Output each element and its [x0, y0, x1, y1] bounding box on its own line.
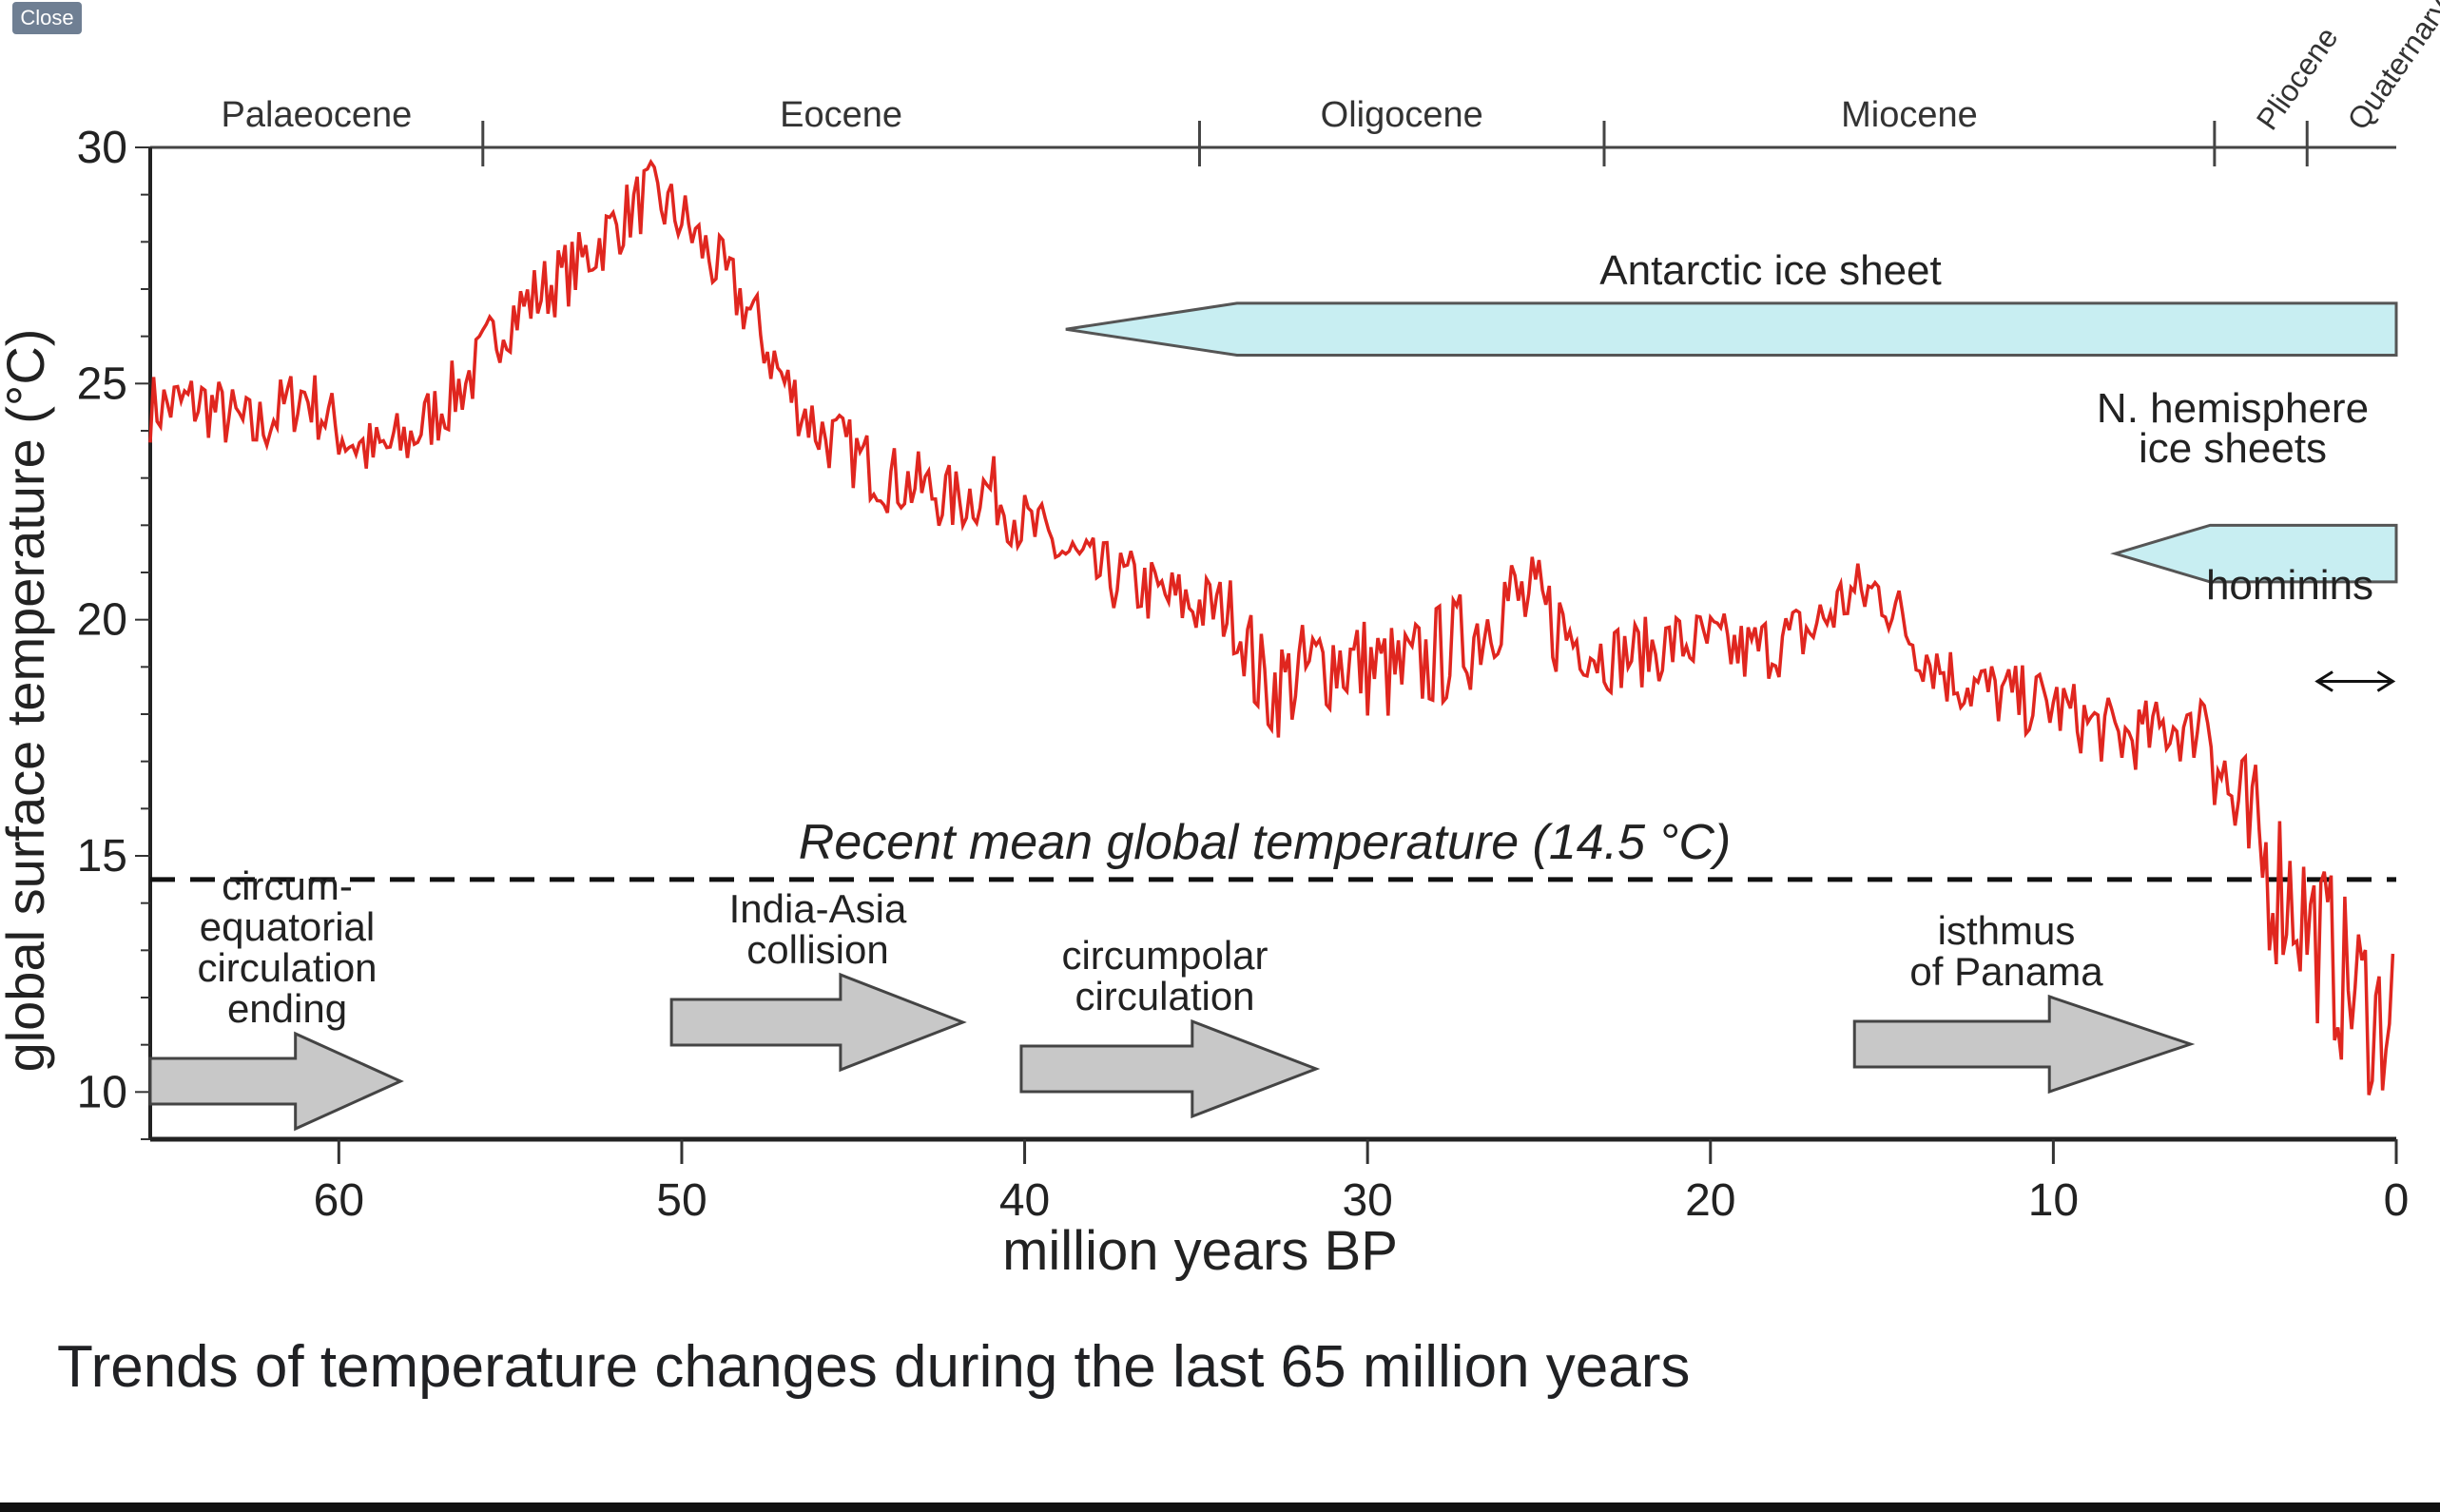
- block-arrow-icon: [1852, 994, 2196, 1095]
- epoch-label-miocene: Miocene: [1841, 95, 1978, 135]
- event-label-circumpolar: circulation: [1075, 974, 1254, 1018]
- ice-sheet-bar-north: [2110, 523, 2398, 584]
- epoch-label-palaeocene: Palaeocene: [222, 95, 413, 135]
- event-label-isthmus: isthmus: [1938, 908, 2076, 953]
- epoch-label-pliocene: Pliocene: [2250, 21, 2345, 136]
- event-label-circum-equatorial: equatorial: [200, 904, 375, 949]
- bottom-bar: [0, 1502, 2440, 1512]
- x-tick-label: 0: [2384, 1175, 2410, 1226]
- y-tick-label: 20: [77, 595, 127, 646]
- event-label-circum-equatorial: circulation: [197, 945, 377, 990]
- y-tick-label: 25: [77, 359, 127, 409]
- x-tick-label: 30: [1342, 1175, 1392, 1226]
- temperature-chart: Palaeocene Eocene Oligocene Miocene Pliocene…: [0, 0, 2440, 1282]
- hominins-label: hominins: [2206, 562, 2373, 609]
- ice-sheet-bar-antarctic: [1065, 301, 2398, 358]
- x-tick-label: 50: [656, 1175, 707, 1226]
- axes: 10 15 20 25 30 60 50 40 30 20 10 0: [77, 123, 2410, 1226]
- block-arrow-icon: [669, 972, 967, 1073]
- y-tick-label: 30: [77, 123, 127, 173]
- x-axis-title: million years BP: [1002, 1220, 1398, 1282]
- reference-line-label: Recent mean global temperature (14.5 °C): [799, 815, 1731, 870]
- y-axis-title: global surface temperature (°C): [0, 329, 55, 1073]
- event-label-isthmus: of Panama: [1909, 949, 2103, 994]
- event-label-circum-equatorial: ending: [227, 986, 347, 1031]
- y-tick-label: 15: [77, 831, 127, 882]
- block-arrow-icon: [148, 1031, 404, 1132]
- ice-sheet-label-antarctic: Antarctic ice sheet: [1599, 247, 1942, 294]
- event-label-circum-equatorial: circum-: [222, 863, 353, 908]
- ice-sheet-label-north-line2: ice sheets: [2139, 425, 2327, 472]
- event-annotations: homininscircum-equatorialcirculationendi…: [148, 562, 2396, 1132]
- temperature-series-line: [148, 158, 2395, 1095]
- axis-labels: million years BP global surface temperatu…: [0, 329, 1398, 1282]
- reference-line-group: Recent mean global temperature (14.5 °C): [150, 815, 2396, 882]
- epoch-label-eocene: Eocene: [780, 95, 902, 135]
- double-arrow-icon-head-left: [2314, 670, 2333, 692]
- x-tick-label: 60: [314, 1175, 364, 1226]
- epoch-label-oligocene: Oligocene: [1321, 95, 1483, 135]
- series-group: [148, 158, 2395, 1095]
- double-arrow-icon-head-right: [2376, 670, 2396, 692]
- image-caption: Trends of temperature changes during the…: [57, 1334, 1691, 1400]
- ice-sheet-label-north-line1: N. hemisphere: [2097, 385, 2369, 432]
- epoch-label-quaternary: Quaternary: [2340, 0, 2440, 136]
- epoch-bar: Palaeocene Eocene Oligocene Miocene Pliocene…: [150, 0, 2440, 166]
- x-tick-label: 10: [2028, 1175, 2079, 1226]
- x-tick-label: 40: [999, 1175, 1050, 1226]
- event-label-india-asia: India-Asia: [729, 886, 907, 931]
- block-arrow-icon: [1019, 1018, 1321, 1119]
- close-button[interactable]: Close: [12, 2, 82, 34]
- event-label-india-asia: collision: [746, 927, 888, 972]
- y-tick-label: 10: [77, 1067, 127, 1117]
- event-label-circumpolar: circumpolar: [1061, 933, 1268, 978]
- x-tick-label: 20: [1685, 1175, 1735, 1226]
